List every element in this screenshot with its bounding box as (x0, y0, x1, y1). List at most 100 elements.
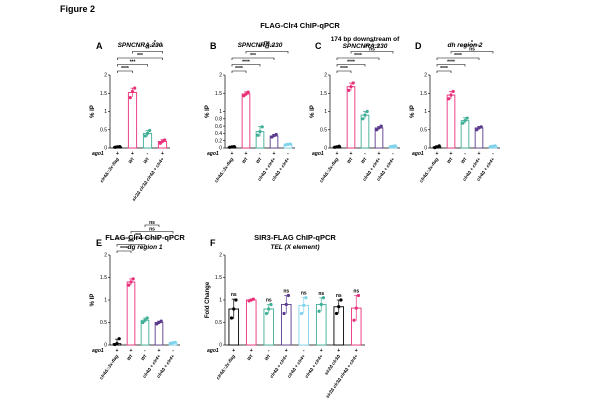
significance-label: **** (347, 60, 355, 66)
data-point (229, 316, 234, 320)
bar (446, 94, 456, 149)
ago1-row-value: - (492, 151, 494, 157)
ago1-row-value: + (161, 151, 164, 157)
x-category-label: Wt (264, 353, 272, 361)
data-point (118, 144, 122, 149)
x-category-label: Wt (246, 353, 254, 361)
ago1-row-value: + (350, 151, 353, 157)
y-axis-label: % IP (205, 105, 211, 118)
significance-label: **** (121, 66, 129, 72)
significance-bracket (336, 57, 380, 60)
data-point (349, 85, 353, 89)
significance-bracket (336, 70, 352, 73)
ago1-row-value: + (450, 151, 453, 157)
y-tick-label: 0 (324, 146, 327, 152)
panel-letter: E (96, 238, 102, 248)
panel-letter: A (96, 41, 103, 51)
ago1-row-value: - (303, 348, 305, 354)
significance-label: ** (265, 47, 269, 53)
ago1-row-label: ago1 (412, 151, 424, 157)
ago1-row-value: - (464, 151, 466, 157)
y-tick-label: 0.5 (100, 127, 107, 133)
x-category-label: Wt (460, 156, 468, 164)
panel-heading: SIR3-FLAG ChIP-qPCR (254, 233, 336, 242)
significance-label: * (154, 40, 156, 46)
x-category-label: Wt (346, 156, 354, 164)
data-point (232, 144, 236, 149)
y-tick-label: 1.5 (215, 275, 222, 281)
data-point (256, 133, 260, 137)
data-point (288, 142, 292, 146)
significance-bracket (231, 70, 247, 73)
significance-bracket (144, 224, 160, 227)
data-point (334, 311, 339, 316)
data-point (159, 319, 163, 323)
data-point (158, 141, 162, 145)
data-point (393, 144, 397, 148)
significance-bracket (117, 70, 133, 73)
ago1-row-value: + (116, 151, 119, 157)
data-point (282, 311, 286, 316)
data-point (260, 125, 264, 129)
significance-bracket (231, 64, 261, 67)
significance-bracket (336, 64, 366, 67)
ago1-row-value: - (287, 151, 289, 157)
y-tick-label: 2 (424, 73, 427, 79)
data-point (145, 316, 149, 320)
significance-label: **** (340, 66, 348, 72)
y-axis-label: % IP (310, 105, 316, 118)
data-point (143, 134, 147, 138)
y-tick-label: 0 (219, 343, 222, 349)
data-point (321, 296, 326, 300)
ago1-row-value: + (245, 151, 248, 157)
data-point (145, 131, 150, 135)
significance-bracket (364, 44, 380, 47)
data-point (339, 298, 343, 302)
bar-significance-label: ns (336, 293, 342, 299)
significance-bracket (350, 51, 394, 54)
ago1-row-value: + (336, 151, 339, 157)
data-point (365, 109, 369, 114)
significance-label: **** (235, 66, 243, 72)
ago1-row-label: ago1 (92, 151, 104, 157)
data-point (437, 144, 441, 148)
data-point (479, 125, 483, 129)
significance-bracket (450, 51, 494, 54)
main-heading: FLAG-Clr4 ChIP-qPCR (260, 21, 340, 30)
data-point (363, 113, 367, 117)
y-tick-label: 0 (104, 146, 107, 152)
ago1-row-value: - (259, 151, 261, 157)
panel-letter: D (415, 41, 422, 51)
significance-bracket (130, 231, 174, 234)
y-tick-label: 2 (219, 73, 222, 79)
ago1-row-value: + (273, 151, 276, 157)
x-category-label: Wt (360, 156, 368, 164)
data-point (264, 311, 269, 316)
data-point (351, 81, 355, 85)
data-point (286, 293, 291, 298)
data-point (258, 129, 262, 134)
data-point (173, 340, 177, 344)
data-point (375, 128, 379, 132)
data-point (267, 307, 271, 311)
panel-letter: F (210, 238, 216, 248)
ago1-row-value: + (131, 151, 134, 157)
y-tick-label: 2 (324, 73, 327, 79)
bar-significance-label: ns (353, 289, 359, 295)
significance-bracket (117, 64, 148, 67)
significance-bracket (117, 57, 163, 60)
data-point (299, 311, 304, 316)
bar-significance-label: ns (283, 289, 289, 295)
data-point (148, 128, 152, 133)
data-point (451, 89, 455, 94)
data-point (115, 342, 119, 346)
data-point (302, 303, 306, 307)
data-point (493, 144, 497, 148)
y-tick-label: 2 (104, 253, 107, 259)
data-point (251, 297, 256, 301)
ago1-row-value: + (378, 151, 381, 157)
significance-bracket (245, 51, 289, 54)
ago1-row-value: + (250, 348, 253, 354)
y-axis-label: % IP (90, 105, 96, 118)
ago1-row-label: ago1 (207, 151, 219, 157)
